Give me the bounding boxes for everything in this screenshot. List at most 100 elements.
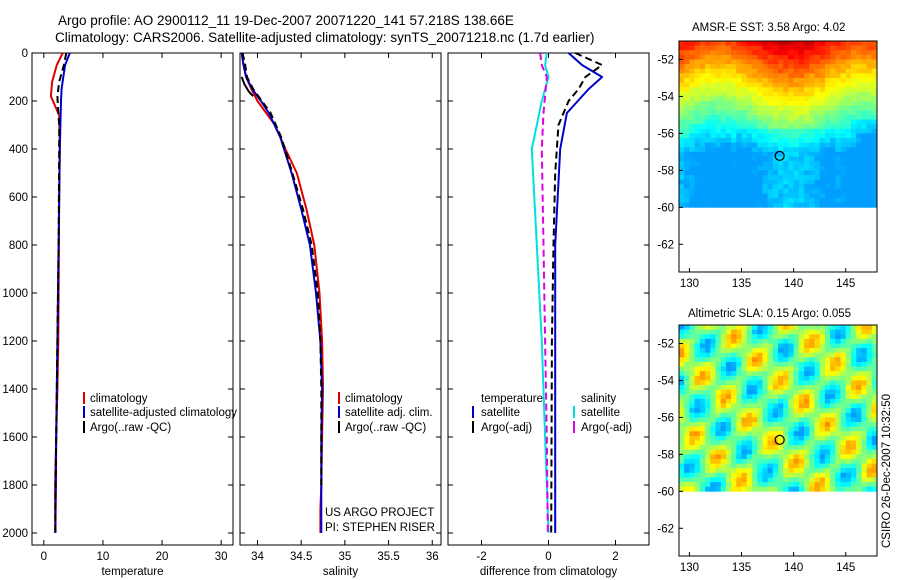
map-cell [835,68,841,74]
map-cell [850,128,857,134]
map-cell [788,165,794,171]
map-cell [694,482,701,488]
map-cell [866,486,873,492]
map-cell [741,435,748,441]
map-cell [845,338,852,344]
map-cell [715,445,722,451]
map-cell [809,403,815,409]
map-cell [871,114,878,120]
map-cell [762,486,768,492]
map-cell [798,128,805,134]
map-cell [871,348,878,354]
map-cell [809,362,815,367]
map-cell [720,161,727,167]
map-cell [793,188,800,194]
map-cell [715,87,722,93]
map-cell [715,82,722,88]
map-cell [783,156,789,162]
map-cell [741,124,748,130]
map-cell [720,422,727,427]
map-cell [731,408,737,414]
map-cell [798,398,805,404]
map-cell [684,170,690,176]
map-cell [715,188,722,194]
map-cell [804,343,810,349]
map-cell [684,128,690,134]
map-cell [720,477,727,483]
map-cell [871,50,878,56]
map-cell [751,41,758,46]
map-cell [741,454,748,460]
map-cell [845,202,852,208]
map-cell [751,394,758,400]
map-cell [809,165,815,171]
map-cell [814,329,821,335]
map-cell [814,454,821,460]
map-cell [850,54,857,60]
map-cell [783,119,789,125]
map-cell [850,198,857,204]
map-cell [804,124,810,130]
map-cell [679,87,685,93]
map-cell [840,193,847,199]
map-cell [819,440,826,446]
map-cell [757,431,763,437]
map-cell [684,449,690,455]
map-cell [809,45,815,51]
map-cell [840,357,847,363]
map-cell [871,412,878,418]
map-cell [850,119,857,125]
map-cell [736,334,742,340]
map-cell [798,463,805,469]
map-cell [819,165,826,171]
map-cell [679,138,685,143]
map-cell [679,449,685,455]
map-cell [850,477,857,483]
map-cell [819,380,826,386]
map-cell [856,87,862,93]
map-cell [814,161,821,167]
map-cell [757,96,763,102]
map-cell [804,362,810,367]
map-cell [809,385,815,391]
map-cell [814,385,821,391]
map-cell [757,385,763,391]
map-cell [845,128,852,134]
map-cell [856,325,862,330]
map-cell [699,431,706,437]
map-cell [725,422,732,427]
map-cell [757,165,763,171]
map-cell [830,435,836,441]
map-cell [819,91,826,97]
map-cell [736,445,742,451]
map-cell [840,412,847,418]
map-cell [689,124,695,130]
map-cell [767,87,774,93]
map-cell [699,422,706,427]
map-cell [809,50,815,56]
map-cell [715,371,722,377]
map-cell [850,329,857,335]
map-cell [725,445,732,451]
map-cell [861,417,867,423]
map-cell [699,165,706,171]
map-cell [720,179,727,185]
y-tick-label: -54 [657,375,674,387]
map-cell [679,142,685,148]
map-cell [715,343,722,349]
map-cell [793,343,800,349]
map-cell [741,161,748,167]
map-cell [861,459,867,464]
map-cell [736,459,742,464]
map-cell [835,175,841,180]
map-cell [861,179,867,185]
map-cell [699,362,706,367]
map-cell [699,445,706,451]
map-cell [679,73,685,79]
map-cell [762,138,768,143]
map-cell [725,91,732,97]
map-cell [767,472,774,478]
map-cell [731,389,737,395]
map-cell [741,87,748,93]
map-cell [736,403,742,409]
